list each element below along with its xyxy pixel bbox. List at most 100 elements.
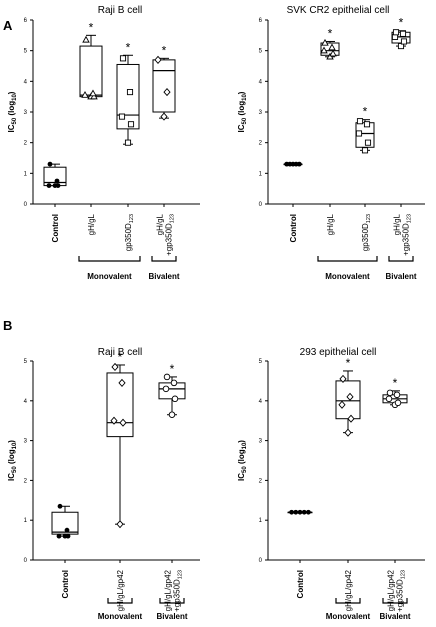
y-axis-label: IC50 (log10) — [7, 440, 18, 481]
group-label: Monovalent — [326, 612, 371, 621]
y-tick-label: 3 — [259, 439, 263, 445]
data-point — [293, 509, 299, 515]
y-tick-label: 3 — [24, 110, 28, 116]
data-point — [344, 428, 352, 437]
significance-star: * — [89, 20, 94, 34]
x-category-label: gH/gL/gp42 — [387, 569, 396, 611]
y-axis-label-part: 50 — [242, 466, 248, 473]
group-bracket — [159, 598, 185, 604]
data-point — [162, 385, 170, 393]
data-point — [127, 121, 135, 128]
group-bracket — [388, 256, 414, 262]
y-axis-label-part: 10 — [12, 442, 18, 449]
data-point — [356, 118, 364, 125]
significance-star: * — [328, 26, 333, 40]
data-point — [65, 533, 71, 539]
x-category-label: gH/gL — [393, 213, 402, 235]
y-axis-label: IC50 (log10) — [7, 91, 18, 132]
y-tick-label: 2 — [259, 478, 263, 484]
data-point — [399, 30, 407, 37]
x-category-label: gH/gL — [326, 213, 335, 235]
y-axis-label-part: IC — [237, 124, 246, 132]
data-point — [400, 38, 408, 45]
group-label: Monovalent — [98, 612, 143, 621]
y-axis-label: IC50 (log10) — [237, 91, 248, 132]
data-point — [54, 178, 60, 184]
data-point — [320, 46, 328, 54]
y-tick-label: 5 — [259, 359, 263, 365]
x-category-label: +gp350D123 — [396, 570, 407, 612]
data-point — [361, 147, 369, 154]
group-bracket — [382, 598, 408, 604]
y-axis-label-part: 10 — [12, 94, 18, 101]
significance-star: * — [346, 356, 351, 370]
series-3: * — [116, 40, 140, 146]
y-axis-label-part: 10 — [242, 442, 248, 449]
series-2: * — [79, 20, 103, 100]
group-label: Bivalent — [379, 612, 410, 621]
y-tick-label: 3 — [259, 110, 263, 116]
data-point — [116, 520, 124, 529]
x-category-label: gH/gL — [156, 213, 165, 235]
significance-star: * — [162, 43, 167, 57]
y-axis-label-part: (log — [7, 101, 16, 118]
panel-label-b: B — [3, 318, 12, 333]
data-point — [64, 527, 70, 533]
data-point — [82, 35, 90, 43]
group-bracket — [78, 256, 141, 262]
data-point — [163, 373, 171, 381]
y-tick-label: 1 — [259, 518, 263, 524]
x-category-label: gH/gL — [87, 213, 96, 235]
data-point — [297, 509, 303, 515]
data-point — [56, 533, 62, 539]
y-axis-label-part: ) — [237, 91, 246, 94]
significance-star: * — [363, 105, 368, 119]
x-category-label: gH/gL/gp42 — [344, 569, 353, 611]
data-point — [124, 139, 132, 146]
y-tick-label: 2 — [259, 141, 263, 147]
x-category-label: +gp350D123 — [173, 570, 184, 612]
y-tick-label: 5 — [24, 359, 28, 365]
significance-star: * — [399, 16, 404, 30]
data-point — [329, 49, 337, 57]
x-category-label-subscript: 123 — [178, 570, 184, 579]
series-4: * — [152, 43, 176, 121]
data-point — [170, 379, 178, 387]
series-1 — [287, 509, 313, 515]
y-tick-label: 2 — [24, 478, 28, 484]
x-category-label-main: +gp350D — [165, 223, 174, 256]
data-point — [111, 362, 119, 372]
series-2: * — [335, 356, 361, 437]
data-point — [346, 392, 354, 401]
group-bracket — [107, 598, 133, 604]
chart-title: Raji B cell — [98, 5, 142, 16]
data-point — [392, 29, 400, 36]
x-category-label: gp350D123 — [361, 214, 372, 251]
data-point — [119, 55, 127, 62]
x-category-label: Control — [289, 214, 298, 242]
y-axis-label-part: 50 — [12, 466, 18, 473]
x-category-label: gH/gL/gp42 — [116, 569, 125, 611]
series-4: * — [391, 16, 411, 50]
data-point — [321, 38, 329, 46]
x-category-label: +gp350D123 — [165, 214, 176, 256]
y-tick-label: 5 — [259, 49, 263, 55]
chart-title: 293 epithelial cell — [300, 347, 377, 358]
group-label: Monovalent — [87, 272, 132, 281]
data-point — [168, 411, 176, 418]
box — [116, 63, 140, 130]
x-category-label-subscript: 123 — [366, 214, 372, 223]
series-2: * — [106, 350, 134, 529]
data-point — [355, 130, 363, 137]
y-tick-label: 0 — [259, 202, 263, 208]
significance-star: * — [118, 350, 123, 364]
x-category-label-main: +gp350D — [402, 223, 411, 256]
y-tick-label: 1 — [24, 518, 28, 524]
y-axis-label-part: ) — [7, 440, 16, 443]
y-tick-label: 3 — [24, 439, 28, 445]
y-tick-label: 1 — [259, 171, 263, 177]
x-category-label-main: gp350D — [124, 223, 133, 251]
data-point — [119, 418, 127, 427]
